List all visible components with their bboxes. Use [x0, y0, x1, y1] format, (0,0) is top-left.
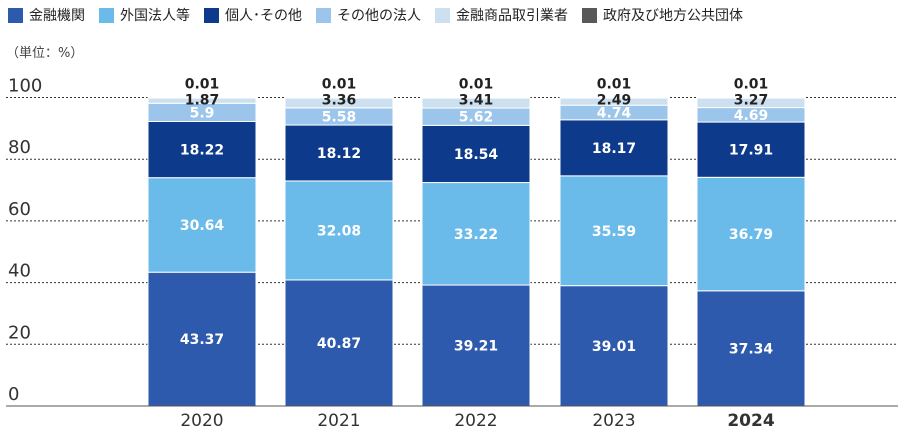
legend-label: 金融商品取引業者	[456, 8, 568, 24]
data-label: 18.54	[454, 147, 499, 163]
data-label: 18.22	[180, 143, 224, 159]
bar-segment	[696, 176, 806, 292]
data-label: 0.01	[459, 77, 494, 93]
x-tick-label: 2022	[454, 411, 497, 431]
data-label: 5.9	[190, 105, 215, 121]
unit-label: （単位：%）	[6, 46, 84, 61]
bar-segment	[696, 96, 806, 99]
legend-item: 金融機関	[8, 5, 85, 25]
legend-item: 政府及び地方公共団体	[582, 5, 743, 25]
data-label: 17.91	[729, 143, 773, 159]
legend-item: 外国法人等	[99, 5, 190, 25]
bar-segment	[284, 180, 394, 281]
data-label: 5.62	[459, 110, 494, 126]
x-tick-label: 2021	[317, 411, 360, 431]
legend-item: 金融商品取引業者	[435, 5, 568, 25]
bar-segment	[559, 175, 669, 287]
bar-segment	[147, 96, 257, 99]
data-label: 35.59	[592, 224, 636, 240]
data-label: 0.01	[322, 77, 357, 93]
x-tick-label: 2020	[180, 411, 223, 431]
data-label: 1.87	[185, 93, 220, 109]
data-label: 3.41	[459, 93, 494, 109]
data-label: 39.01	[592, 339, 636, 355]
data-label: 30.64	[180, 218, 225, 234]
data-label: 4.69	[734, 108, 769, 124]
legend-swatch	[316, 7, 331, 23]
bar-segment	[147, 177, 257, 273]
bar-segment	[284, 279, 394, 407]
legend-label: 政府及び地方公共団体	[603, 8, 743, 24]
legend-item: その他の法人	[316, 5, 421, 25]
bar-segment	[147, 120, 257, 179]
bar-segment	[284, 96, 394, 99]
y-tick-label: 80	[8, 137, 31, 158]
bar-segment	[559, 119, 669, 177]
legend-swatch	[99, 7, 114, 23]
y-tick-label: 40	[8, 261, 31, 282]
bar-segment	[421, 96, 531, 99]
bar-segment	[284, 124, 394, 182]
legend-swatch	[582, 7, 597, 23]
data-label: 3.27	[734, 93, 769, 109]
legend-swatch	[8, 7, 23, 23]
legend-label: 個人･その他	[225, 8, 302, 24]
y-tick-label: 20	[8, 322, 31, 343]
legend-swatch	[435, 7, 450, 23]
data-label: 0.01	[185, 77, 220, 93]
legend-swatch	[204, 7, 219, 23]
bar-segment	[421, 124, 531, 184]
data-label: 0.01	[734, 77, 769, 93]
bar-segment	[421, 182, 531, 286]
data-label: 0.01	[597, 77, 632, 93]
x-tick-label: 2023	[592, 411, 635, 431]
data-label: 33.22	[454, 227, 498, 243]
bar-segment	[421, 284, 531, 407]
data-label: 4.74	[597, 105, 632, 121]
data-label: 40.87	[317, 336, 361, 352]
data-label: 18.17	[592, 141, 636, 157]
data-label: 3.36	[322, 93, 357, 109]
data-label: 32.08	[317, 223, 361, 239]
y-tick-label: 0	[8, 384, 19, 405]
data-label: 37.34	[729, 341, 774, 357]
legend-label: 金融機関	[29, 8, 85, 24]
bar-segment	[559, 96, 669, 99]
x-tick-label: 2024	[727, 411, 774, 431]
data-label: 2.49	[597, 93, 632, 109]
data-label: 39.21	[454, 339, 498, 355]
chart-legend: 金融機関 外国法人等 個人･その他 その他の法人 金融商品取引業者 政府及び地方公共団体	[8, 4, 743, 26]
legend-label: 外国法人等	[120, 8, 190, 24]
legend-label: その他の法人	[337, 8, 421, 24]
y-tick-label: 100	[8, 76, 42, 97]
y-tick-label: 60	[8, 199, 31, 220]
data-label: 36.79	[729, 227, 773, 243]
bar-segment	[559, 285, 669, 407]
data-label: 18.12	[317, 146, 361, 162]
data-label: 43.37	[180, 332, 224, 348]
data-label: 5.58	[322, 109, 357, 125]
legend-item: 個人･その他	[204, 5, 302, 25]
bar-segment	[696, 121, 806, 178]
